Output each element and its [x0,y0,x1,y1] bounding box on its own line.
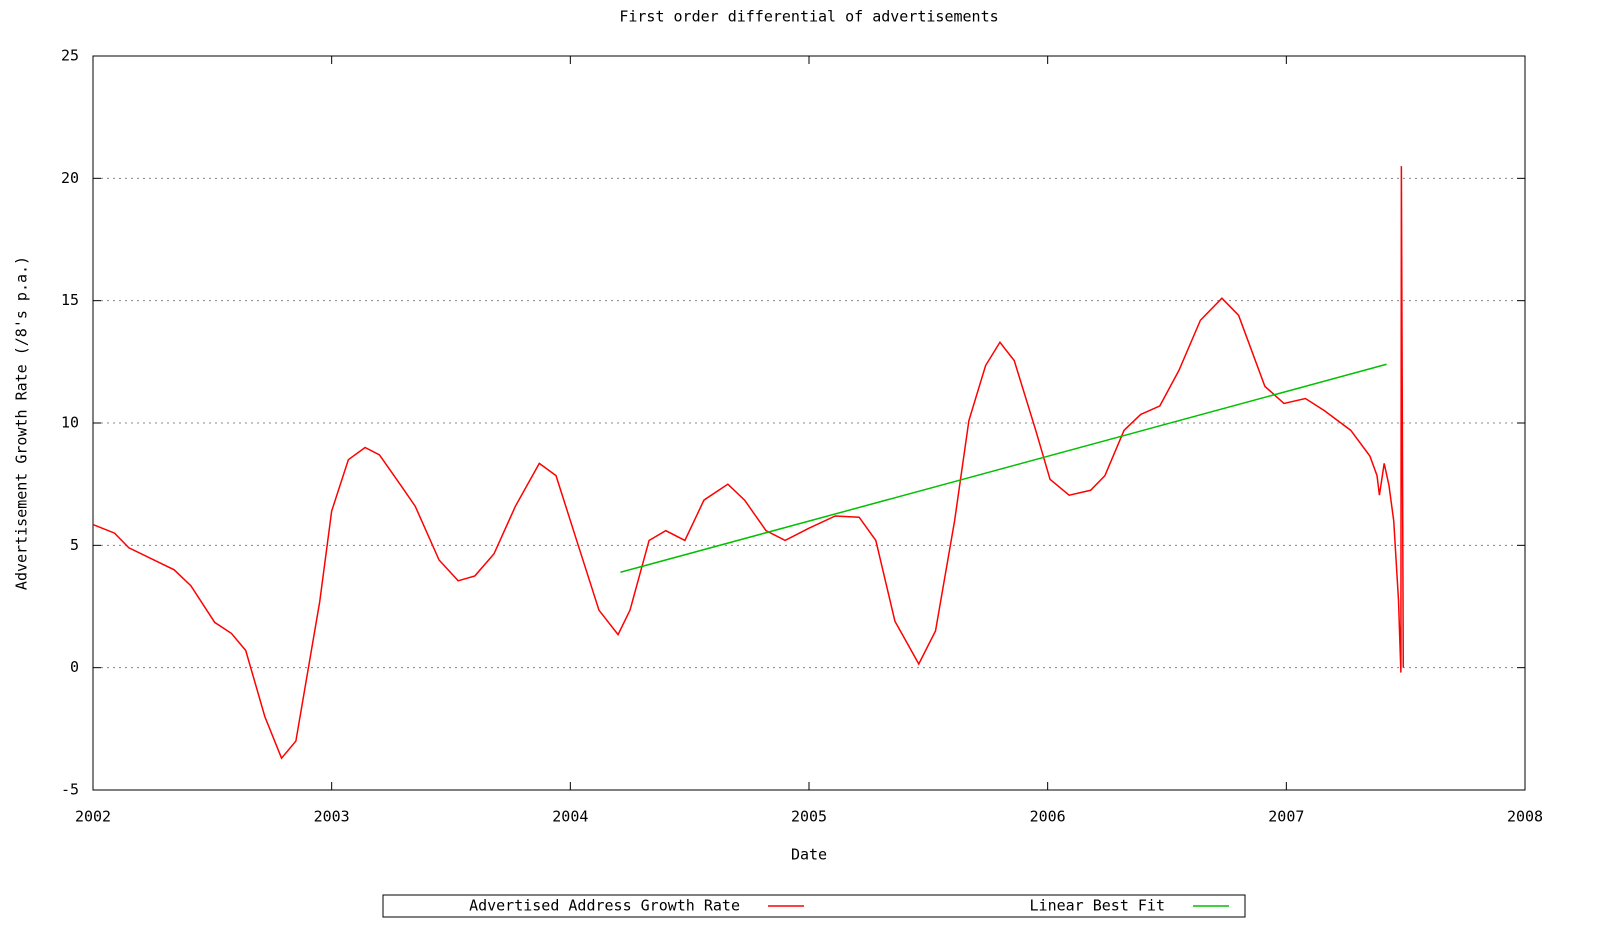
x-tick-label: 2003 [314,808,350,826]
data-line [92,166,1405,760]
chart-title: First order differential of advertisemen… [619,8,998,26]
y-tick-label: 0 [70,658,79,676]
x-tick-label: 2005 [791,808,827,826]
x-tick-label: 2008 [1507,808,1543,826]
data-line [620,363,1387,573]
y-tick-label: 10 [61,414,79,432]
x-tick-label: 2002 [75,808,111,826]
legend-label: Advertised Address Growth Rate [469,897,740,915]
y-tick-label: 20 [61,169,79,187]
y-tick-label: -5 [61,781,79,799]
x-tick-label: 2004 [552,808,588,826]
y-tick-label: 25 [61,47,79,65]
y-tick-label: 15 [61,291,79,309]
x-tick-label: 2007 [1268,808,1304,826]
x-axis-label: Date [791,846,827,864]
legend-box [382,894,1246,918]
y-axis-label: Advertisement Growth Rate (/8's p.a.) [13,256,31,590]
legend-label: Linear Best Fit [1030,897,1165,915]
y-tick-label: 5 [70,536,79,554]
x-tick-label: 2006 [1030,808,1066,826]
